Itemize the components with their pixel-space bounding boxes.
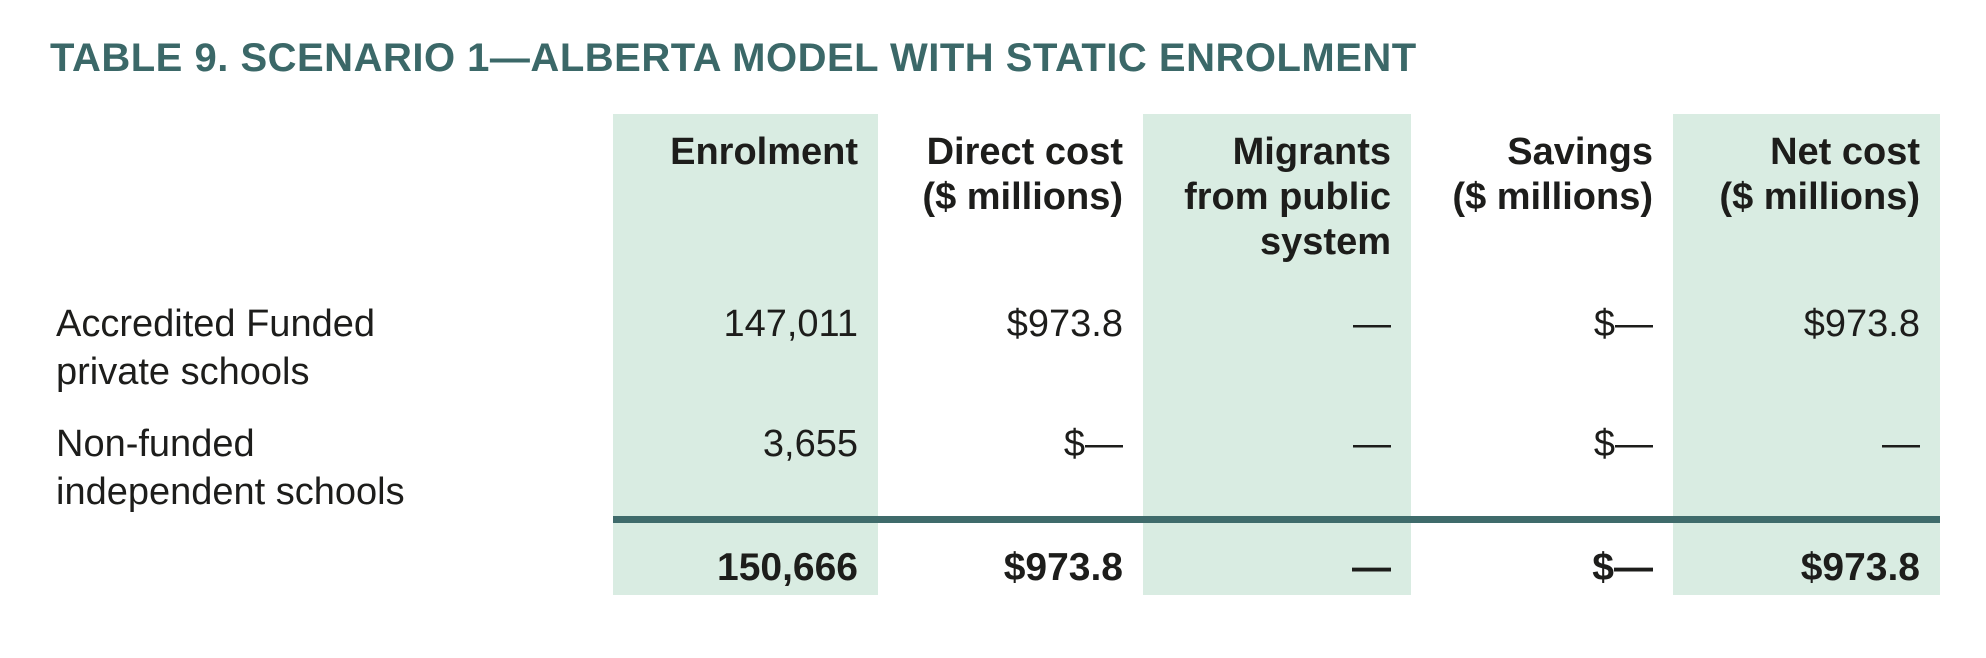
row-label-line: independent schools xyxy=(56,471,405,513)
header-line: Savings xyxy=(1507,131,1653,173)
cell-accredited-migrants: — xyxy=(1353,303,1391,345)
header-line: from public xyxy=(1184,176,1391,218)
cell-accredited-savings: $— xyxy=(1593,303,1653,345)
cell-total-migrants: — xyxy=(1352,546,1391,589)
row-label-non-funded: Non-funded independent schools xyxy=(50,414,613,518)
header-line: Direct cost xyxy=(926,131,1123,173)
migrants-column-band xyxy=(1143,114,1411,595)
enrolment-column-band xyxy=(613,114,878,595)
row-label-header-spacer xyxy=(50,114,613,294)
cell-nonfunded-migrants: — xyxy=(1353,423,1391,465)
cell-accredited-net-cost: $973.8 xyxy=(1803,303,1920,345)
cell-total-savings: $— xyxy=(1592,546,1653,589)
table-title: TABLE 9. SCENARIO 1—ALBERTA MODEL WITH S… xyxy=(50,36,1417,80)
cell-nonfunded-net-cost: — xyxy=(1882,423,1920,465)
header-line: ($ millions) xyxy=(922,176,1123,218)
row-label-line: private schools xyxy=(56,351,310,393)
header-line: Migrants xyxy=(1232,131,1391,173)
total-separator-rule xyxy=(613,516,1940,523)
col-header-direct-cost: Direct cost ($ millions) xyxy=(878,114,1143,294)
cell-nonfunded-enrolment: 3,655 xyxy=(762,423,858,465)
header-line: Net cost xyxy=(1770,131,1920,173)
cell-total-direct-cost: $973.8 xyxy=(1003,546,1123,589)
cell-total-net-cost: $973.8 xyxy=(1800,546,1920,589)
col-header-net-cost: Net cost ($ millions) xyxy=(1673,114,1940,294)
col-header-enrolment: Enrolment xyxy=(613,114,878,294)
cell-accredited-direct-cost: $973.8 xyxy=(1006,303,1123,345)
cell-total-enrolment: 150,666 xyxy=(717,546,858,589)
header-line: system xyxy=(1260,221,1391,263)
total-row-label-spacer xyxy=(50,518,613,598)
header-line: ($ millions) xyxy=(1452,176,1653,218)
row-label-accredited-funded: Accredited Funded private schools xyxy=(50,294,613,414)
col-header-migrants: Migrants from public system xyxy=(1143,114,1411,294)
cell-nonfunded-direct-cost: $— xyxy=(1063,423,1123,465)
cell-accredited-enrolment: 147,011 xyxy=(723,303,858,345)
data-table: Enrolment Direct cost ($ millions) Migra… xyxy=(50,114,1940,598)
row-label-line: Non-funded xyxy=(56,423,255,465)
row-label-line: Accredited Funded xyxy=(56,303,375,345)
header-line: Enrolment xyxy=(670,131,858,173)
col-header-savings: Savings ($ millions) xyxy=(1411,114,1673,294)
net-cost-column-band xyxy=(1673,114,1940,595)
header-line: ($ millions) xyxy=(1719,176,1920,218)
cell-nonfunded-savings: $— xyxy=(1593,423,1653,465)
